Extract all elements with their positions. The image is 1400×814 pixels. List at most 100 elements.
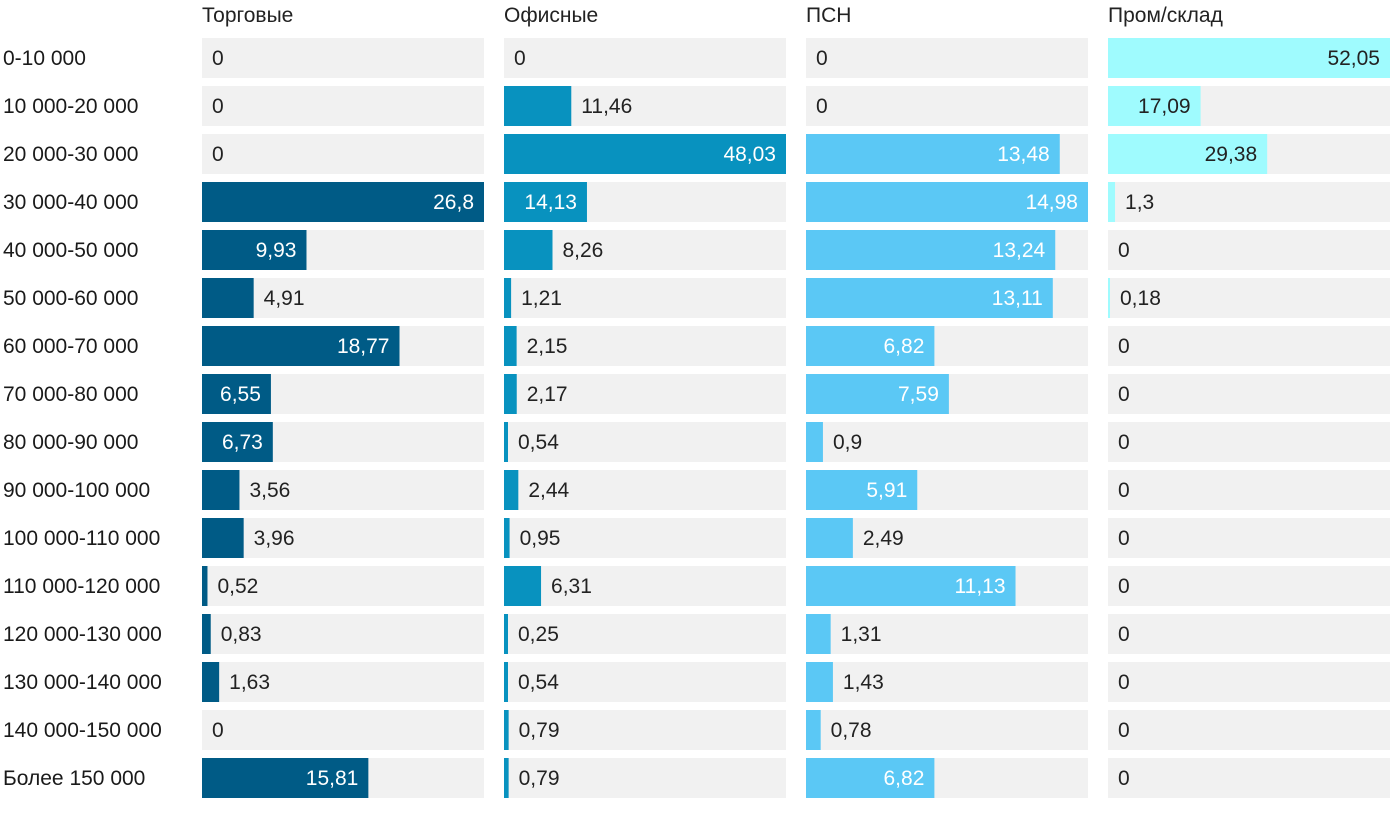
- data-label: 0: [1118, 239, 1130, 262]
- bar: [806, 566, 1016, 606]
- bar-track: [1108, 614, 1390, 654]
- data-label: 1,63: [229, 671, 270, 694]
- data-label: 0,78: [831, 719, 872, 742]
- data-label: 0,9: [833, 431, 862, 454]
- bar: [504, 662, 508, 702]
- data-label: 0: [1118, 671, 1130, 694]
- data-label: 1,43: [843, 671, 884, 694]
- bar-track: [806, 38, 1088, 78]
- bar: [504, 710, 509, 750]
- bar-track: [504, 374, 786, 414]
- data-label: 0,25: [518, 623, 559, 646]
- bar: [202, 470, 240, 510]
- row-label-0: 0-10 000: [3, 47, 86, 70]
- data-label: 0: [1118, 527, 1130, 550]
- bar-track: [806, 614, 1088, 654]
- data-label: 6,31: [551, 575, 592, 598]
- bar-track: [1108, 566, 1390, 606]
- data-label: 0: [1118, 431, 1130, 454]
- bar: [504, 518, 510, 558]
- data-label: 13,48: [997, 143, 1050, 166]
- panel-title-3: Пром/склад: [1108, 4, 1223, 27]
- data-label: 8,26: [562, 239, 603, 262]
- row-label-1: 10 000-20 000: [3, 95, 138, 118]
- bar: [202, 374, 271, 414]
- data-label: 0,79: [519, 719, 560, 742]
- data-label: 6,82: [884, 767, 925, 790]
- bar-track: [504, 470, 786, 510]
- bar: [202, 614, 211, 654]
- bar-track: [504, 326, 786, 366]
- panel-3: 52,05 17,09 29,38 1,3 0 0,18 0 0 0 0 0 0 0 0 0 0: [1108, 38, 1390, 798]
- data-label: 0: [1118, 623, 1130, 646]
- data-label: 29,38: [1205, 143, 1258, 166]
- bar-track: [202, 470, 484, 510]
- data-label: 26,8: [433, 191, 474, 214]
- data-label: 1,31: [841, 623, 882, 646]
- data-label: 0,52: [217, 575, 258, 598]
- bar-track: [202, 710, 484, 750]
- bar-track: [806, 518, 1088, 558]
- bar-track: [1108, 470, 1390, 510]
- data-label: 1,21: [521, 287, 562, 310]
- row-label-7: 70 000-80 000: [3, 383, 138, 406]
- bar-track: [806, 710, 1088, 750]
- bar: [202, 662, 220, 702]
- panel-title-1: Офисные: [504, 4, 598, 27]
- data-label: 2,49: [863, 527, 904, 550]
- bar: [504, 422, 508, 462]
- bar-track: [1108, 758, 1390, 798]
- data-label: 0: [212, 719, 224, 742]
- data-label: 0: [1118, 719, 1130, 742]
- bar-track: [504, 422, 786, 462]
- bar: [806, 326, 935, 366]
- bar-track: [202, 566, 484, 606]
- bar-track: [202, 518, 484, 558]
- bar-track: [504, 278, 786, 318]
- bar-track: [1108, 374, 1390, 414]
- data-label: 18,77: [337, 335, 390, 358]
- bar: [504, 86, 572, 126]
- bar-track: [504, 566, 786, 606]
- bar: [1108, 182, 1116, 222]
- data-label: 0: [514, 47, 526, 70]
- bar: [806, 134, 1060, 174]
- bar: [202, 230, 307, 270]
- data-label: 0: [816, 95, 828, 118]
- bar-track: [806, 662, 1088, 702]
- data-label: 3,56: [249, 479, 290, 502]
- data-label: 3,96: [254, 527, 295, 550]
- bar: [504, 374, 517, 414]
- data-label: 48,03: [723, 143, 776, 166]
- data-label: 0,79: [519, 767, 560, 790]
- data-label: 0,54: [518, 671, 559, 694]
- bar: [806, 422, 823, 462]
- bar: [806, 518, 853, 558]
- bar-track: [806, 86, 1088, 126]
- bar-track: [1108, 710, 1390, 750]
- bar: [202, 518, 244, 558]
- bar: [504, 326, 517, 366]
- data-label: 0,54: [518, 431, 559, 454]
- bar-track: [504, 38, 786, 78]
- data-label: 0: [816, 47, 828, 70]
- bar: [806, 710, 821, 750]
- bar-track: [1108, 182, 1390, 222]
- bar: [504, 278, 512, 318]
- data-label: 0: [1118, 479, 1130, 502]
- bar: [1108, 278, 1110, 318]
- data-label: 14,13: [524, 191, 577, 214]
- bar-track: [1108, 422, 1390, 462]
- data-label: 0,95: [520, 527, 561, 550]
- row-label-5: 50 000-60 000: [3, 287, 138, 310]
- data-label: 17,09: [1138, 95, 1191, 118]
- bar-track: [1108, 278, 1390, 318]
- data-label: 0: [212, 47, 224, 70]
- bar: [806, 182, 1088, 222]
- row-label-13: 130 000-140 000: [3, 671, 162, 694]
- bar: [504, 566, 542, 606]
- row-label-14: 140 000-150 000: [3, 719, 162, 742]
- bar: [504, 230, 553, 270]
- bar-track: [504, 662, 786, 702]
